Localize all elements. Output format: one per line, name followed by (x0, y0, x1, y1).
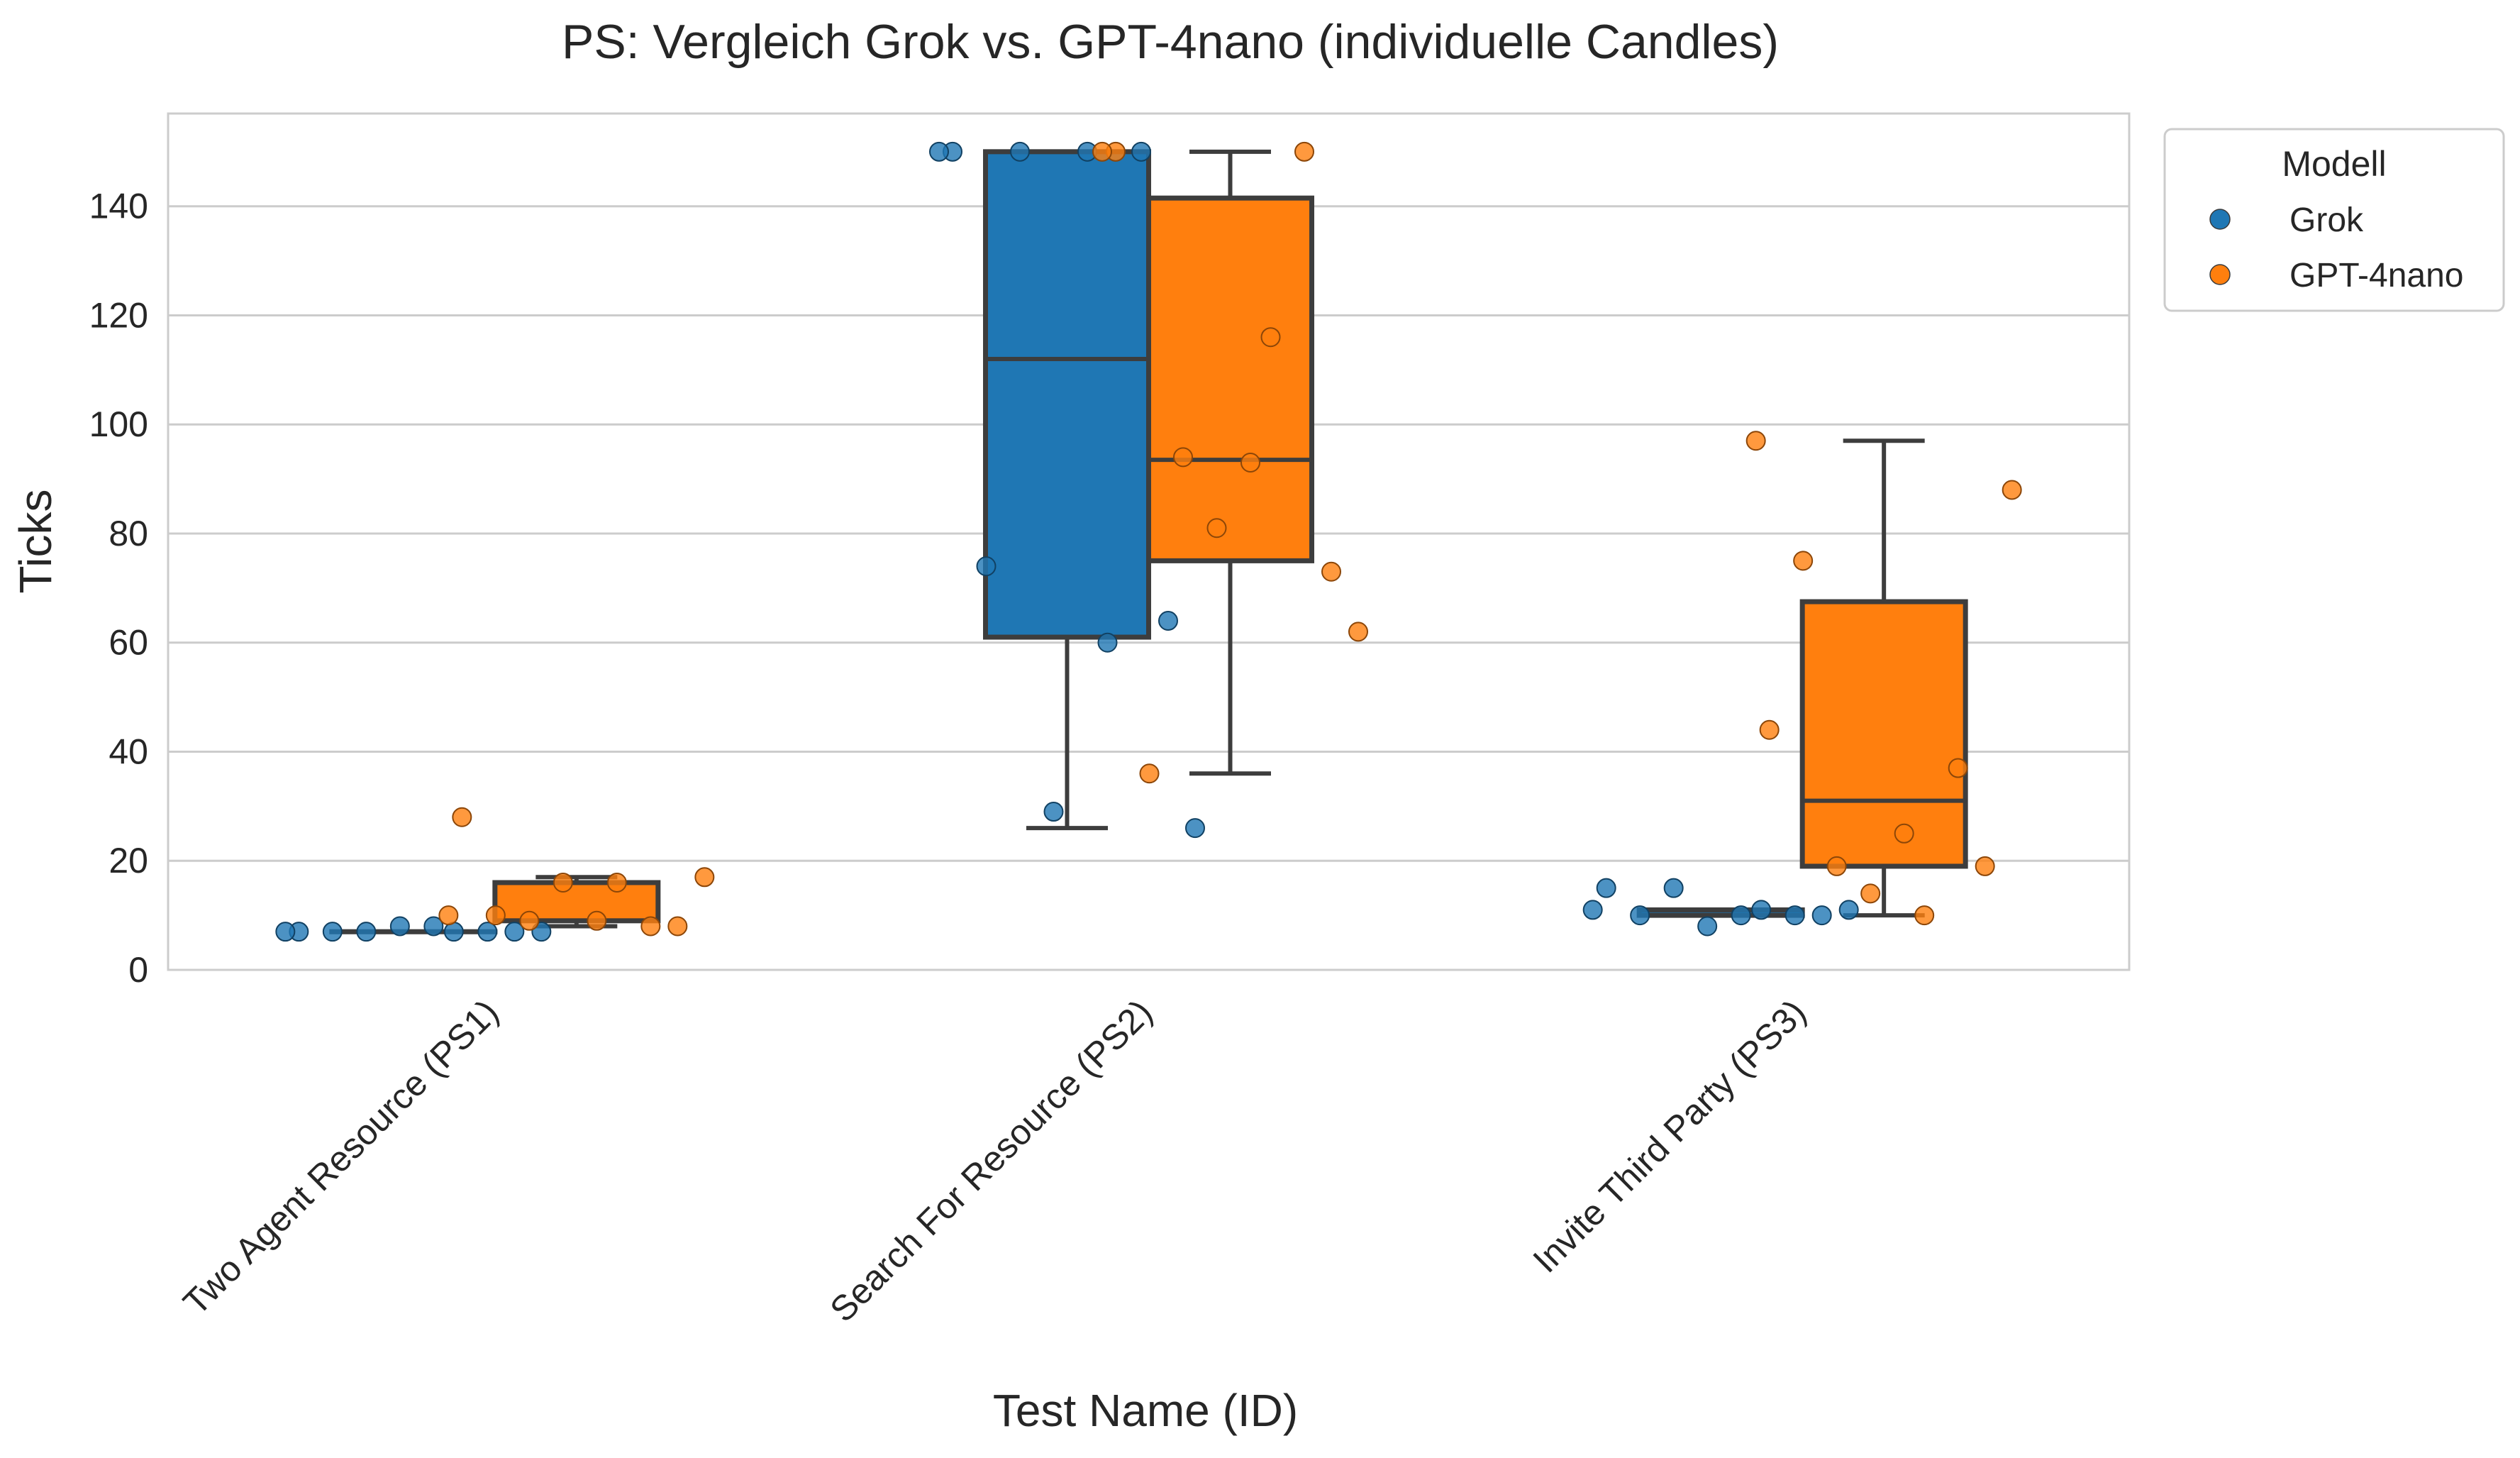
y-tick-label: 20 (109, 841, 148, 880)
data-point-1 (438, 905, 459, 926)
x-axis-ticks: Two Agent Resource (PS1) Search For Resou… (176, 992, 1814, 1330)
data-point-1 (1826, 856, 1847, 876)
y-tick-label: 120 (89, 295, 148, 335)
data-point-0 (423, 916, 444, 937)
data-point-1 (1914, 905, 1935, 926)
data-point-0 (976, 556, 997, 577)
data-point-1 (519, 910, 540, 931)
data-point-1 (667, 916, 688, 937)
data-point-1 (1759, 719, 1780, 740)
data-point-1 (1894, 823, 1914, 844)
data-point-1 (1745, 431, 1766, 451)
strip-points (275, 141, 2022, 942)
data-point-1 (2002, 480, 2022, 500)
data-point-1 (1294, 141, 1314, 162)
y-tick-label: 0 (128, 950, 148, 990)
data-point-1 (1206, 518, 1227, 539)
box-0-2 (1636, 907, 1805, 918)
data-point-0 (1838, 900, 1859, 920)
legend-label-gpt4nano: GPT-4nano (2289, 257, 2463, 294)
data-point-0 (322, 922, 343, 942)
data-point-1 (1240, 453, 1260, 473)
box-1-1 (1146, 149, 1314, 776)
data-point-0 (1663, 878, 1684, 898)
data-point-1 (1348, 622, 1368, 642)
data-point-1 (1975, 856, 1995, 876)
data-point-1 (1173, 447, 1193, 468)
legend-marker-grok (2209, 209, 2231, 230)
data-point-0 (929, 141, 949, 162)
data-point-0 (1697, 916, 1718, 937)
y-axis-label: Ticks (10, 490, 61, 594)
data-point-1 (587, 910, 607, 931)
data-point-1 (1948, 758, 1968, 778)
legend-label-grok: Grok (2289, 201, 2364, 239)
box-iqr (1799, 599, 1968, 869)
data-point-0 (477, 922, 498, 942)
data-point-0 (1010, 141, 1030, 162)
data-point-0 (356, 922, 377, 942)
box-plots (329, 149, 1968, 934)
data-point-0 (443, 922, 464, 942)
data-point-1 (1860, 883, 1881, 904)
legend-marker-gpt4nano (2209, 264, 2231, 285)
data-point-1 (1092, 141, 1112, 162)
box-1-0 (492, 875, 661, 929)
chart-title: PS: Vergleich Grok vs. GPT-4nano (indivi… (562, 15, 1779, 69)
data-point-0 (1582, 900, 1603, 920)
plot-area (167, 112, 2131, 971)
y-axis-ticks: 0 20 40 60 80 100 120 140 (89, 187, 148, 990)
data-point-0 (1097, 632, 1118, 653)
legend: Modell Grok GPT-4nano (2163, 128, 2505, 312)
data-point-0 (275, 922, 296, 942)
legend-title: Modell (2282, 144, 2386, 184)
x-tick-label: Search For Resource (PS2) (822, 992, 1160, 1330)
y-tick-label: 100 (89, 404, 148, 444)
box-iqr (983, 149, 1151, 640)
data-point-0 (1158, 610, 1178, 631)
y-tick-label: 60 (109, 623, 148, 663)
data-point-1 (1793, 551, 1814, 571)
data-point-1 (694, 867, 715, 888)
legend-frame (2163, 128, 2505, 312)
x-tick-label: Two Agent Resource (PS1) (176, 992, 506, 1322)
data-point-1 (553, 872, 573, 893)
data-point-1 (1139, 763, 1160, 784)
y-tick-label: 80 (109, 514, 148, 553)
data-point-0 (1630, 905, 1650, 926)
data-point-0 (1784, 905, 1805, 926)
data-point-1 (485, 905, 506, 926)
x-axis-label: Test Name (ID) (993, 1385, 1298, 1436)
data-point-0 (504, 922, 525, 942)
box-0-1 (983, 149, 1151, 831)
data-point-1 (640, 916, 661, 937)
data-point-0 (389, 916, 410, 937)
data-point-1 (452, 807, 472, 827)
data-point-0 (1043, 802, 1064, 822)
data-point-1 (1260, 327, 1281, 348)
y-tick-label: 140 (89, 187, 148, 226)
data-point-1 (606, 872, 627, 893)
data-point-0 (1131, 141, 1151, 162)
data-point-0 (1751, 900, 1772, 920)
box-1-2 (1799, 438, 1968, 918)
box-iqr (1146, 195, 1314, 563)
data-point-0 (1731, 905, 1751, 926)
data-point-0 (1811, 905, 1832, 926)
x-tick-label: Invite Third Party (PS3) (1526, 992, 1814, 1280)
box-iqr (492, 880, 661, 924)
data-point-0 (1596, 878, 1616, 898)
y-tick-label: 40 (109, 731, 148, 771)
data-point-0 (1185, 818, 1205, 839)
data-point-1 (1321, 561, 1341, 582)
